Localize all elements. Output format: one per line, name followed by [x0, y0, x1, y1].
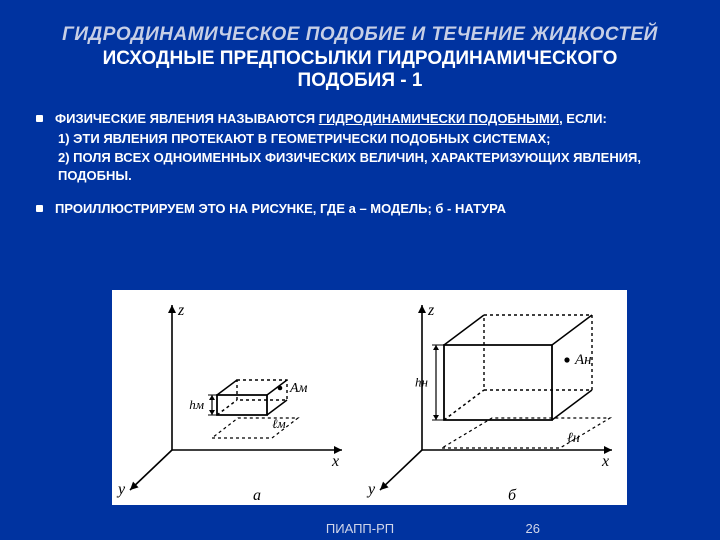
body-text: ФИЗИЧЕСКИЕ ЯВЛЕНИЯ НАЗЫВАЮТСЯ ГИДРОДИНАМ… [36, 110, 684, 218]
svg-text:Aн: Aн [574, 352, 592, 368]
slide: ГИДРОДИНАМИЧЕСКОЕ ПОДОБИЕ И ТЕЧЕНИЕ ЖИДК… [0, 0, 720, 540]
title-line-3: ПОДОБИЯ - 1 [36, 70, 684, 92]
svg-text:б: б [508, 487, 517, 504]
svg-text:y: y [366, 481, 376, 498]
intro-post: , ЕСЛИ: [559, 111, 607, 126]
intro-underlined: ГИДРОДИНАМИЧЕСКИ ПОДОБНЫМИ [319, 111, 559, 126]
list-item-1: 1) ЭТИ ЯВЛЕНИЯ ПРОТЕКАЮТ В ГЕОМЕТРИЧЕСКИ… [58, 130, 684, 148]
page-number: 26 [526, 521, 540, 536]
svg-text:x: x [601, 453, 609, 470]
bullet-icon [36, 205, 43, 212]
intro-pre: ФИЗИЧЕСКИЕ ЯВЛЕНИЯ НАЗЫВАЮТСЯ [55, 111, 319, 126]
svg-text:hн: hн [415, 375, 428, 390]
title-line-1: ГИДРОДИНАМИЧЕСКОЕ ПОДОБИЕ И ТЕЧЕНИЕ ЖИДК… [36, 24, 684, 46]
footer-text: ПИАПП-PП [326, 521, 394, 536]
svg-text:x: x [331, 453, 339, 470]
svg-text:ℓм: ℓм [272, 416, 286, 431]
svg-text:hм: hм [189, 397, 204, 412]
bullet-icon [36, 115, 43, 122]
svg-text:y: y [116, 481, 126, 498]
figure: z x y Aм hм ℓм а z x y Aн hн ℓн б [112, 290, 627, 505]
illustration-caption: ПРОИЛЛЮСТРИРУЕМ ЭТО НА РИСУНКЕ, ГДЕ а – … [55, 201, 506, 216]
svg-text:а: а [253, 487, 261, 504]
title-line-2: ИСХОДНЫЕ ПРЕДПОСЫЛКИ ГИДРОДИНАМИЧЕСКОГО [36, 48, 684, 70]
svg-text:ℓн: ℓн [567, 431, 580, 446]
svg-text:Aм: Aм [289, 381, 308, 396]
list-item-2: 2) ПОЛЯ ВСЕХ ОДНОИМЕННЫХ ФИЗИЧЕСКИХ ВЕЛИ… [58, 149, 684, 184]
svg-text:z: z [177, 302, 185, 319]
svg-text:z: z [427, 302, 435, 319]
